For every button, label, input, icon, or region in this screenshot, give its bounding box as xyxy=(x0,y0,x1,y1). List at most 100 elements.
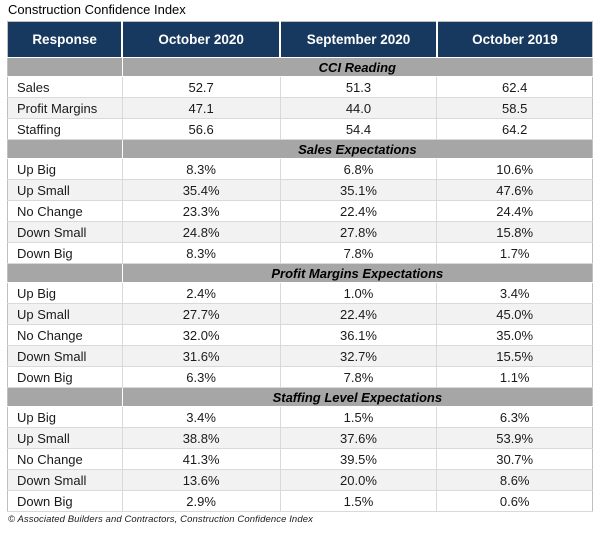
value-cell: 8.3% xyxy=(121,158,281,180)
header-row: Response October 2020 September 2020 Octobe… xyxy=(7,21,593,58)
value-cell: 64.2 xyxy=(436,118,593,140)
value-cell: 2.9% xyxy=(121,490,281,512)
row-label: Down Small xyxy=(7,221,123,243)
row-label: Down Small xyxy=(7,469,123,491)
row-label: Down Small xyxy=(7,345,123,367)
row-label: Up Small xyxy=(7,303,123,325)
value-cell: 41.3% xyxy=(121,448,281,470)
value-cell: 54.4 xyxy=(279,118,438,140)
value-cell: 27.8% xyxy=(279,221,438,243)
section-blank-cell xyxy=(7,139,123,159)
value-cell: 15.5% xyxy=(436,345,593,367)
value-cell: 3.4% xyxy=(436,282,593,304)
page-title: Construction Confidence Index xyxy=(8,2,186,17)
table-row: Down Small 31.6% 32.7% 15.5% xyxy=(7,345,593,367)
row-label: No Change xyxy=(7,200,123,222)
section-title: Profit Margins Expectations xyxy=(121,263,593,283)
section-blank-cell xyxy=(7,263,123,283)
section-blank-cell xyxy=(7,387,123,407)
table-row: Up Big 8.3% 6.8% 10.6% xyxy=(7,158,593,180)
column-header: October 2020 xyxy=(121,21,281,58)
value-cell: 22.4% xyxy=(279,303,438,325)
value-cell: 10.6% xyxy=(436,158,593,180)
value-cell: 23.3% xyxy=(121,200,281,222)
row-label: Up Big xyxy=(7,158,123,180)
value-cell: 53.9% xyxy=(436,427,593,449)
value-cell: 15.8% xyxy=(436,221,593,243)
value-cell: 36.1% xyxy=(279,324,438,346)
value-cell: 8.6% xyxy=(436,469,593,491)
value-cell: 45.0% xyxy=(436,303,593,325)
value-cell: 39.5% xyxy=(279,448,438,470)
section-header-row: Profit Margins Expectations xyxy=(7,263,593,283)
row-label: Up Small xyxy=(7,427,123,449)
value-cell: 37.6% xyxy=(279,427,438,449)
column-header: October 2019 xyxy=(435,21,593,58)
value-cell: 32.0% xyxy=(121,324,281,346)
row-label: Down Big xyxy=(7,242,123,264)
row-label: Profit Margins xyxy=(7,97,123,119)
value-cell: 52.7 xyxy=(121,76,281,98)
value-cell: 20.0% xyxy=(279,469,438,491)
row-label: Down Big xyxy=(7,366,123,388)
value-cell: 6.3% xyxy=(436,406,593,428)
value-cell: 1.7% xyxy=(436,242,593,264)
section-header-row: Staffing Level Expectations xyxy=(7,387,593,407)
value-cell: 35.1% xyxy=(279,179,438,201)
value-cell: 47.6% xyxy=(436,179,593,201)
table-row: Down Small 24.8% 27.8% 15.8% xyxy=(7,221,593,243)
table-row: Profit Margins 47.1 44.0 58.5 xyxy=(7,97,593,119)
value-cell: 1.0% xyxy=(279,282,438,304)
row-label: Sales xyxy=(7,76,123,98)
value-cell: 22.4% xyxy=(279,200,438,222)
value-cell: 62.4 xyxy=(436,76,593,98)
table-row: Staffing 56.6 54.4 64.2 xyxy=(7,118,593,140)
value-cell: 0.6% xyxy=(436,490,593,512)
value-cell: 2.4% xyxy=(121,282,281,304)
table-row: Down Big 8.3% 7.8% 1.7% xyxy=(7,242,593,264)
value-cell: 56.6 xyxy=(121,118,281,140)
value-cell: 58.5 xyxy=(436,97,593,119)
row-label: Staffing xyxy=(7,118,123,140)
value-cell: 38.8% xyxy=(121,427,281,449)
table-row: Up Small 27.7% 22.4% 45.0% xyxy=(7,303,593,325)
cci-table: Response October 2020 September 2020 Octobe… xyxy=(7,21,593,512)
value-cell: 1.5% xyxy=(279,490,438,512)
value-cell: 30.7% xyxy=(436,448,593,470)
value-cell: 7.8% xyxy=(279,366,438,388)
table-row: No Change 23.3% 22.4% 24.4% xyxy=(7,200,593,222)
section-header-row: Sales Expectations xyxy=(7,139,593,159)
value-cell: 13.6% xyxy=(121,469,281,491)
column-header: September 2020 xyxy=(279,21,437,58)
row-label: Down Big xyxy=(7,490,123,512)
table-row: Sales 52.7 51.3 62.4 xyxy=(7,76,593,98)
value-cell: 27.7% xyxy=(121,303,281,325)
section-title: CCI Reading xyxy=(121,57,593,77)
value-cell: 1.5% xyxy=(279,406,438,428)
value-cell: 35.0% xyxy=(436,324,593,346)
row-label: Up Small xyxy=(7,179,123,201)
value-cell: 24.8% xyxy=(121,221,281,243)
page: Construction Confidence Index Response Oc… xyxy=(7,2,593,525)
row-label: Up Big xyxy=(7,406,123,428)
value-cell: 24.4% xyxy=(436,200,593,222)
table-row: Up Big 3.4% 1.5% 6.3% xyxy=(7,406,593,428)
value-cell: 1.1% xyxy=(436,366,593,388)
section-title: Sales Expectations xyxy=(121,139,593,159)
value-cell: 44.0 xyxy=(279,97,438,119)
table-row: No Change 32.0% 36.1% 35.0% xyxy=(7,324,593,346)
table-row: Up Small 38.8% 37.6% 53.9% xyxy=(7,427,593,449)
value-cell: 3.4% xyxy=(121,406,281,428)
table-row: Up Small 35.4% 35.1% 47.6% xyxy=(7,179,593,201)
value-cell: 32.7% xyxy=(279,345,438,367)
column-header: Response xyxy=(7,21,123,58)
value-cell: 47.1 xyxy=(121,97,281,119)
value-cell: 51.3 xyxy=(279,76,438,98)
table-row: Down Big 2.9% 1.5% 0.6% xyxy=(7,490,593,512)
row-label: Up Big xyxy=(7,282,123,304)
table-row: Down Small 13.6% 20.0% 8.6% xyxy=(7,469,593,491)
value-cell: 7.8% xyxy=(279,242,438,264)
value-cell: 31.6% xyxy=(121,345,281,367)
table-row: No Change 41.3% 39.5% 30.7% xyxy=(7,448,593,470)
table-body: CCI Reading Sales 52.7 51.3 62.4 Profit Margi… xyxy=(7,57,593,512)
